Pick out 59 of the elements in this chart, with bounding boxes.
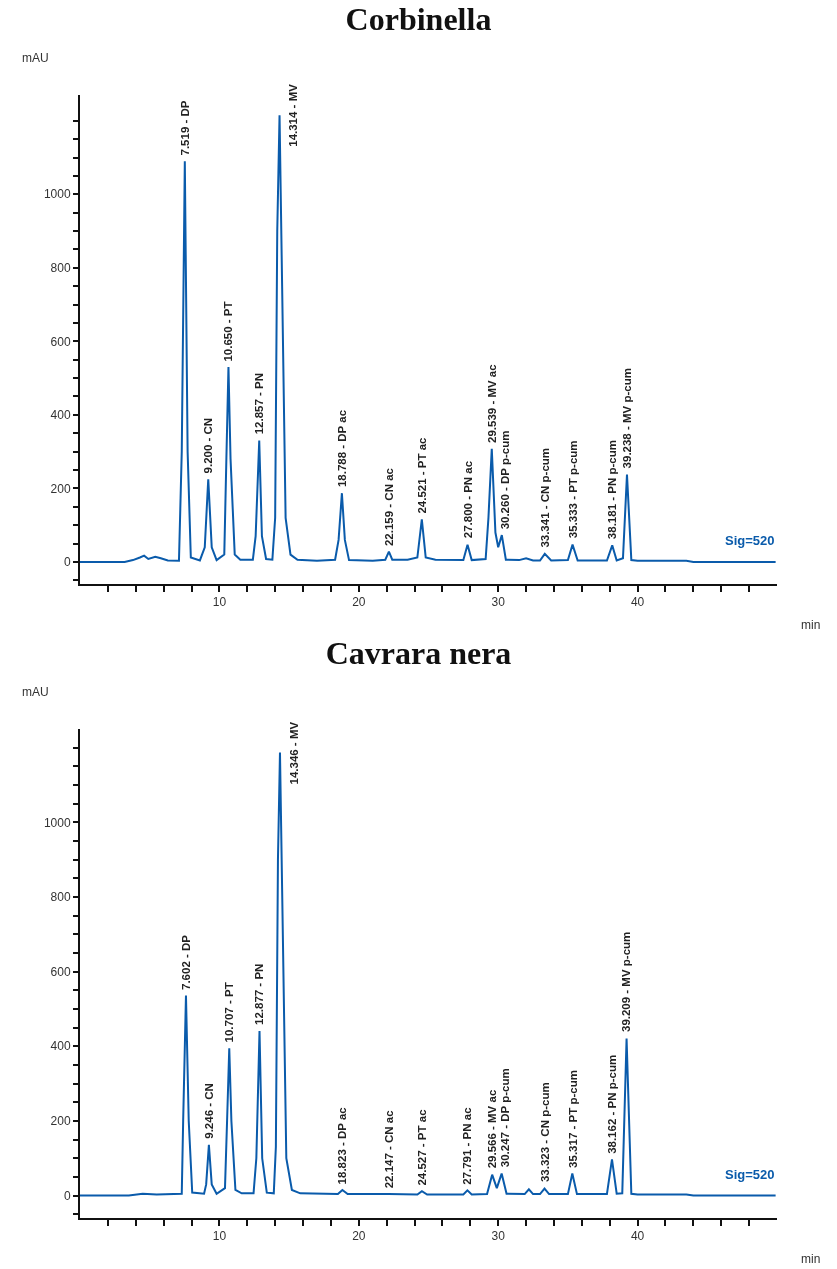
annotation: 7.519 - DP (179, 100, 192, 156)
y-tick-label: 400 (50, 408, 71, 423)
y-tick-label: 1000 (43, 187, 71, 202)
annotation: 14.314 - MV (287, 83, 300, 147)
annotation: 30.247 - DP p-cum (499, 1068, 512, 1168)
x-axis-title: min (801, 618, 821, 632)
annotation: 35.317 - PT p-cum (566, 1070, 579, 1168)
y-tick-label: 200 (50, 1114, 71, 1129)
y-tick-label: 0 (63, 555, 71, 570)
y-axis-title: mAU (22, 685, 49, 699)
x-axis-title: min (801, 1252, 821, 1266)
annotation: 35.333 - PT p-cum (566, 440, 579, 539)
x-tick-label: 20 (352, 595, 366, 610)
y-tick-label: 0 (63, 1188, 71, 1203)
chart-title: Corbinella (345, 1, 492, 38)
annotation: 10.707 - PT (223, 982, 236, 1043)
annotation: 18.823 - DP ac (336, 1106, 349, 1185)
y-tick-label: 800 (50, 890, 71, 905)
y-tick-label: 1000 (43, 815, 71, 830)
annotation: 29.539 - MV ac (485, 363, 498, 443)
x-tick-label: 30 (491, 595, 506, 610)
x-tick-label: 10 (212, 1229, 227, 1244)
annotation: 7.602 - DP (179, 934, 192, 990)
annotation: 24.527 - PT ac (416, 1108, 429, 1186)
x-tick-label: 40 (630, 595, 645, 610)
annotation: 39.238 - MV p-cum (620, 368, 633, 469)
annotation: 24.521 - PT ac (416, 436, 429, 514)
y-tick-label: 200 (50, 481, 71, 496)
annotation: 30.260 - DP p-cum (499, 430, 512, 530)
annotation: 22.147 - CN ac (383, 1109, 396, 1189)
annotation: 27.791 - PN ac (461, 1106, 474, 1185)
annotation: 38.181 - PN p-cum (606, 440, 619, 540)
annotation: 9.200 - CN (202, 417, 215, 474)
annotation: 33.341 - CN p-cum (538, 447, 551, 548)
annotation: 29.566 - MV ac (485, 1089, 498, 1169)
x-tick-label: 20 (352, 1229, 366, 1244)
y-tick-label: 800 (50, 261, 71, 275)
x-tick-label: 30 (491, 1229, 506, 1244)
x-tick-label: 40 (630, 1229, 645, 1244)
annotation: 33.323 - CN p-cum (539, 1082, 552, 1183)
annotation: 14.346 - MV (288, 721, 301, 785)
line-series (80, 751, 777, 1197)
annotation: 10.650 - PT (222, 301, 235, 362)
annotation: 12.857 - PN (253, 372, 266, 435)
annotation: 9.246 - CN (203, 1083, 216, 1139)
y-tick-label: 600 (50, 334, 71, 349)
y-tick-label: 600 (50, 964, 71, 979)
annotation: 12.877 - PN (253, 963, 266, 1025)
annotation: 27.800 - PN ac (461, 460, 474, 539)
y-axis-title: mAU (22, 51, 49, 65)
x-tick-label: 10 (212, 595, 227, 610)
annotation: 39.209 - MV p-cum (620, 931, 633, 1033)
y-tick-label: 400 (50, 1039, 71, 1054)
annotation: Sig=520 (725, 1167, 775, 1182)
annotation: Sig=520 (725, 533, 775, 548)
annotation: 22.159 - CN ac (382, 467, 395, 547)
annotation: 18.788 - DP ac (335, 409, 348, 488)
annotation: 38.162 - PN p-cum (606, 1054, 619, 1154)
chart-title: Cavrara nera (325, 635, 512, 672)
